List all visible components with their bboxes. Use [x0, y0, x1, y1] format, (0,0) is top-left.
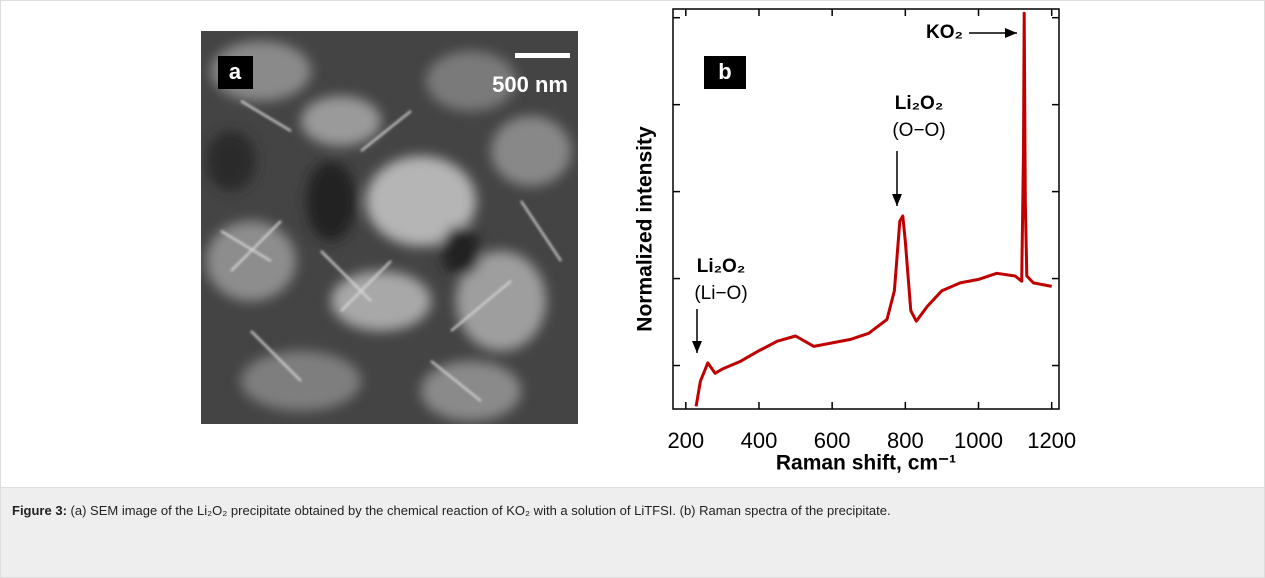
panel-label: a: [229, 59, 242, 84]
x-tick-label: 400: [741, 428, 778, 453]
annotation-sub: (O−O): [892, 120, 945, 141]
page: {"panel_a": {"label": "a", "scale_bar": …: [0, 0, 1265, 576]
spectrum-line: [696, 13, 1052, 406]
panel-label: b: [718, 59, 731, 84]
scale-bar-label: 500 nm: [492, 72, 568, 97]
y-axis-label: Normalized intensity: [634, 126, 657, 332]
caption-label: Figure 3:: [12, 503, 67, 518]
x-tick-label: 1000: [954, 428, 1003, 453]
caption-text: (a) SEM image of the Li₂O₂ precipitate o…: [71, 503, 891, 518]
annotation: Li₂O₂: [895, 93, 944, 114]
x-axis-label: Raman shift, cm⁻¹: [776, 452, 956, 475]
x-tick-label: 800: [887, 428, 924, 453]
x-tick-label: 200: [667, 428, 704, 453]
annotation-sub: (Li−O): [694, 283, 747, 304]
annotation: Li₂O₂: [697, 256, 746, 277]
caption: Figure 3: (a) SEM image of the Li₂O₂ pre…: [0, 487, 1265, 578]
raman-chart: 200 400 600 800 1000 1200 b Raman shift, cm⁻¹ No…: [634, 9, 1077, 475]
figure: a 500 nm 200 400 600 800 1000 1200 b Raman shif…: [0, 0, 1265, 487]
arrow-head: [692, 341, 702, 353]
figure-graphics: a 500 nm 200 400 600 800 1000 1200 b Raman shif…: [1, 1, 1264, 487]
annotation: KO₂: [926, 22, 963, 43]
arrow-head: [892, 194, 902, 206]
x-tick-label: 1200: [1027, 428, 1076, 453]
arrow-head: [1005, 28, 1017, 38]
x-tick-label: 600: [814, 428, 851, 453]
scale-bar: [515, 53, 570, 58]
